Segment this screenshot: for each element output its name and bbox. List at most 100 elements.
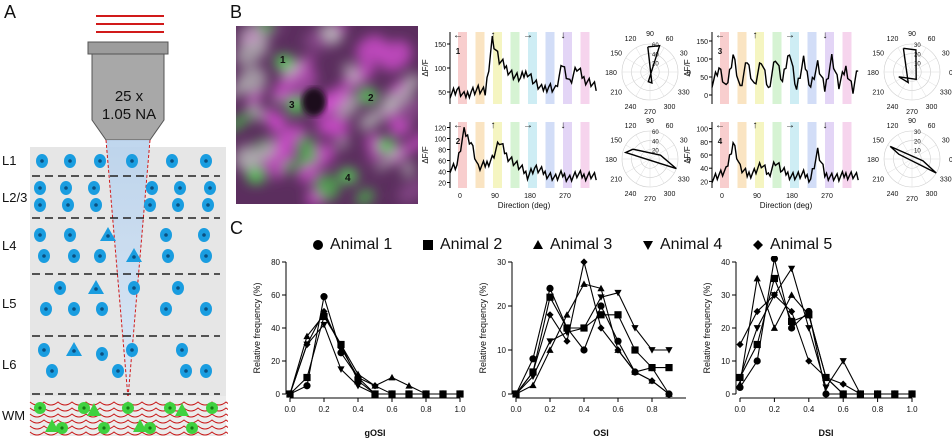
x-tick-label: 270 xyxy=(559,193,571,200)
polar-angle-label: 240 xyxy=(625,104,637,111)
trace-panel-4: 20 40 60 80 100 ΔF/F 4 ← ↑ → ↓ 0 90 180 270 Direction (… xyxy=(683,120,859,210)
polar-angle-label: 210 xyxy=(610,177,622,184)
polar-angle-label: 60 xyxy=(666,123,674,130)
marker-triangle-down xyxy=(337,366,345,373)
polar-tuning-curve xyxy=(889,145,937,174)
roi-label-3: 3 xyxy=(289,100,295,111)
marker-triangle-down xyxy=(736,374,744,382)
legend-item: Animal 1 xyxy=(312,236,392,254)
marker-triangle-down xyxy=(320,321,328,329)
marker-square xyxy=(788,317,796,325)
legend: Animal 1 Animal 2 Animal 3 Animal 4 Animal 5 xyxy=(312,236,952,254)
marker-diamond xyxy=(822,373,830,382)
series-line-5 xyxy=(515,261,670,395)
marker-diamond xyxy=(736,340,744,349)
y-axis-label: ΔF/F xyxy=(683,146,692,163)
trace-roi-id: 2 xyxy=(456,137,461,146)
polar-angle-label: 0 xyxy=(687,157,691,164)
layer-label-l6: L6 xyxy=(2,357,17,372)
marker-square xyxy=(597,311,605,319)
stimulus-band xyxy=(528,122,537,188)
y-tick-label: 30 xyxy=(721,291,730,300)
marker-square xyxy=(753,340,761,349)
marker-triangle-down xyxy=(631,325,639,332)
trace-roi-id: 4 xyxy=(718,137,723,146)
marker-diamond xyxy=(422,390,430,398)
y-tick-label: 0 xyxy=(276,390,281,399)
polar-angle-label: 240 xyxy=(887,191,899,198)
polar-angle-label: 210 xyxy=(872,177,884,184)
polar-angle-label: 120 xyxy=(625,36,637,43)
stimulus-band xyxy=(755,122,764,188)
marker-diamond xyxy=(529,368,537,376)
polar-angle-label: 60 xyxy=(666,36,674,43)
marker-diamond xyxy=(303,340,311,349)
roi-label-2: 2 xyxy=(368,93,374,104)
series-line-2 xyxy=(515,295,669,395)
stimulus-band xyxy=(807,122,817,188)
layer-label-l4: L4 xyxy=(2,238,17,253)
white-matter-fibers xyxy=(29,396,228,436)
y-tick-label: 40 xyxy=(271,324,280,333)
polar-angle-label: 300 xyxy=(926,191,938,198)
marker-diamond xyxy=(788,307,796,316)
polar-angle-label: 0 xyxy=(949,70,952,77)
stimulus-band xyxy=(720,32,729,104)
polar-ring-label: 20 xyxy=(652,62,659,68)
y-tick-label: 150 xyxy=(434,42,446,49)
polar-angle-label: 240 xyxy=(887,104,899,111)
marker-circle xyxy=(753,357,761,365)
polar-angle-label: 150 xyxy=(872,138,884,145)
polar-ring-label: 30 xyxy=(914,43,921,49)
x-axis-label: OSI xyxy=(593,428,609,438)
marker-diamond xyxy=(753,307,761,316)
glia-cell xyxy=(45,419,59,432)
marker-diamond xyxy=(371,382,379,390)
trace-panel-2: 20 40 60 80 100 120 ΔF/F 2 ← ↑ → ↓ 0 90 180 270 Directio… xyxy=(421,120,597,210)
polar-angle-label: 90 xyxy=(646,31,654,38)
stimulus-band xyxy=(510,32,520,104)
polar-angle-label: 330 xyxy=(678,177,690,184)
x-tick-label: 0.2 xyxy=(769,405,781,414)
marker-triangle xyxy=(736,380,744,387)
polar-angle-label: 300 xyxy=(664,104,676,111)
polar-ring-label: 20 xyxy=(914,139,921,145)
marker-triangle-down xyxy=(371,391,379,398)
polar-angle-label: 30 xyxy=(680,138,688,145)
y-tick-label: 20 xyxy=(438,181,446,188)
marker-diamond xyxy=(839,380,847,388)
polar-ring-label: 10 xyxy=(914,149,921,155)
dff-trace xyxy=(711,53,859,94)
direction-arrow: ← xyxy=(453,120,463,131)
marker-triangle xyxy=(805,311,813,318)
glia-cell xyxy=(87,403,101,416)
polar-angle-label: 120 xyxy=(887,123,899,130)
marker-square xyxy=(770,274,778,283)
x-tick-label: 0.8 xyxy=(646,405,658,414)
marker-square xyxy=(563,324,571,332)
series-line-1 xyxy=(515,286,670,395)
polar-angle-label: 210 xyxy=(610,90,622,97)
marker-triangle xyxy=(546,346,554,353)
polar-angle-label: 60 xyxy=(928,36,936,43)
marker-diamond xyxy=(770,291,778,299)
polar-angle-label: 90 xyxy=(646,118,654,125)
polar-angle-label: 270 xyxy=(906,109,918,116)
marker-circle xyxy=(580,346,588,354)
y-tick-label: 20 xyxy=(271,357,280,366)
dff-trace xyxy=(711,140,859,184)
polar-angle-label: 330 xyxy=(940,177,952,184)
y-tick-label: 100 xyxy=(434,137,446,144)
polar-ring-label: 60 xyxy=(652,130,659,136)
direction-arrow: ← xyxy=(453,30,463,41)
marker-diamond xyxy=(648,377,656,385)
pyramidal-cell xyxy=(66,342,82,356)
marker-square xyxy=(303,373,311,382)
polar-angle-label: 30 xyxy=(942,51,950,58)
marker-triangle xyxy=(770,324,778,331)
polar-angle-label: 150 xyxy=(872,51,884,58)
direction-arrow: ↑ xyxy=(753,120,758,131)
